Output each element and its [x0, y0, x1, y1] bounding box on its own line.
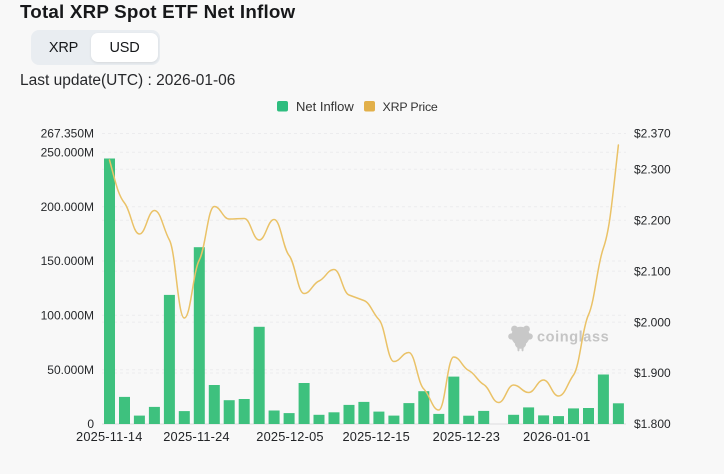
- svg-text:2025-12-15: 2025-12-15: [342, 429, 409, 444]
- svg-text:$2.300: $2.300: [634, 162, 671, 176]
- svg-text:Net Inflow: Net Inflow: [296, 99, 354, 114]
- svg-text:$1.800: $1.800: [634, 417, 671, 431]
- svg-text:150.000M: 150.000M: [41, 254, 94, 268]
- svg-text:2025-11-14: 2025-11-14: [76, 429, 143, 444]
- svg-text:0: 0: [87, 417, 94, 431]
- svg-text:2025-12-05: 2025-12-05: [256, 429, 323, 444]
- svg-text:$1.900: $1.900: [634, 366, 671, 380]
- svg-text:$2.200: $2.200: [634, 213, 671, 227]
- svg-text:250.000M: 250.000M: [41, 146, 94, 160]
- svg-text:2025-11-24: 2025-11-24: [163, 429, 230, 444]
- svg-text:XRP Price: XRP Price: [383, 100, 438, 114]
- svg-text:coinglass: coinglass: [537, 330, 609, 346]
- svg-text:$2.370: $2.370: [634, 127, 671, 141]
- svg-text:2025-12-23: 2025-12-23: [433, 429, 500, 444]
- svg-text:267.350M: 267.350M: [41, 127, 94, 141]
- svg-text:200.000M: 200.000M: [41, 200, 94, 214]
- svg-text:$2.100: $2.100: [634, 264, 671, 278]
- svg-text:50.000M: 50.000M: [47, 363, 94, 377]
- svg-text:2026-01-01: 2026-01-01: [523, 429, 590, 444]
- svg-text:100.000M: 100.000M: [41, 309, 94, 323]
- svg-text:$2.000: $2.000: [634, 315, 671, 329]
